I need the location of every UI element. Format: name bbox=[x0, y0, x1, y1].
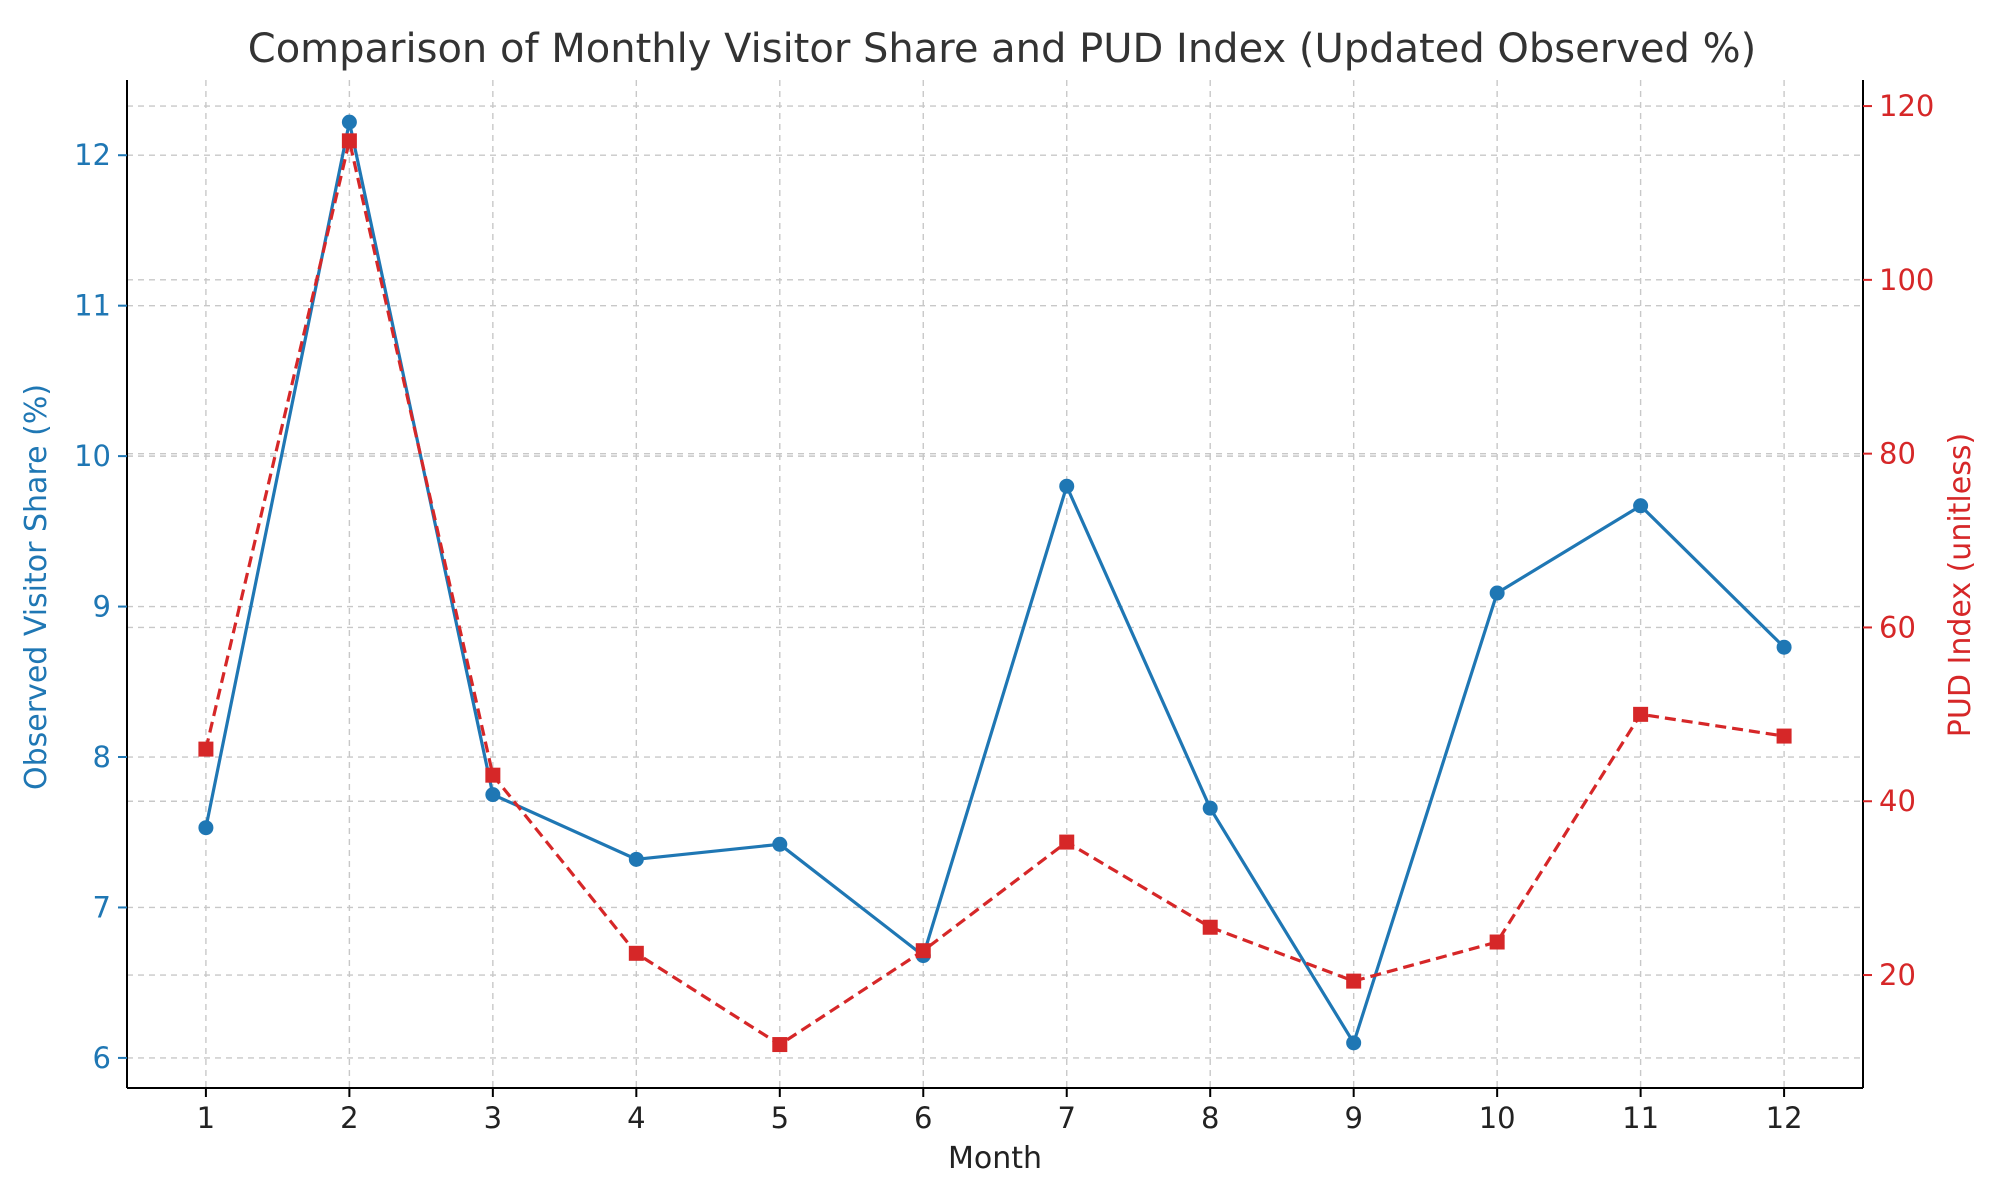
x-tick-label: 2 bbox=[340, 1101, 358, 1135]
series-1-point bbox=[1489, 585, 1505, 601]
series-1-point bbox=[1633, 498, 1649, 514]
series-2-point bbox=[1633, 706, 1649, 722]
y-right-tick-label: 60 bbox=[1879, 610, 1916, 644]
x-axis-label: Month bbox=[948, 1141, 1042, 1176]
x-tick-label: 3 bbox=[484, 1101, 502, 1135]
x-axis-ticks: 1 2 3 4 5 6 7 8 9 10 11 12 bbox=[197, 1088, 1803, 1135]
chart-title: Comparison of Monthly Visitor Share and … bbox=[248, 26, 1756, 72]
y-right-tick-label: 80 bbox=[1879, 437, 1916, 471]
grid-lines bbox=[127, 80, 1863, 1088]
y-left-tick-label: 8 bbox=[93, 740, 111, 774]
series-1-point bbox=[628, 851, 644, 867]
x-tick-label: 9 bbox=[1344, 1101, 1362, 1135]
series-layer bbox=[198, 114, 1792, 1053]
x-tick-label: 12 bbox=[1766, 1101, 1803, 1135]
x-tick-label: 4 bbox=[627, 1101, 645, 1135]
series-2-point bbox=[772, 1037, 788, 1053]
series-line-2 bbox=[204, 139, 1785, 1047]
y-right-tick-label: 120 bbox=[1879, 89, 1934, 123]
y-left-tick-label: 10 bbox=[74, 439, 111, 473]
series-1-point bbox=[1346, 1035, 1362, 1051]
series-2-point bbox=[1202, 919, 1218, 935]
series-2-point bbox=[1059, 834, 1075, 850]
x-tick-label: 11 bbox=[1622, 1101, 1659, 1135]
y-right-axis-label: PUD Index (unitless) bbox=[1943, 433, 1978, 737]
series-1-point bbox=[1776, 639, 1792, 655]
y-left-tick-label: 9 bbox=[93, 590, 111, 624]
y-right-tick-label: 40 bbox=[1879, 784, 1916, 818]
series-1-point bbox=[1202, 800, 1218, 816]
y-right-tick-label: 100 bbox=[1879, 263, 1934, 297]
x-tick-label: 8 bbox=[1201, 1101, 1219, 1135]
y-left-tick-label: 12 bbox=[74, 138, 111, 172]
series-2-point bbox=[1489, 934, 1505, 950]
series-2-point bbox=[1776, 728, 1792, 744]
series-2-point bbox=[341, 133, 357, 149]
series-1-point bbox=[485, 787, 501, 803]
y-right-axis-ticks: 20 40 60 80 100 120 bbox=[1863, 89, 1934, 992]
y-right-tick-label: 20 bbox=[1879, 958, 1916, 992]
series-2-point bbox=[198, 741, 214, 757]
x-tick-label: 6 bbox=[914, 1101, 932, 1135]
series-1-point bbox=[198, 820, 214, 836]
series-1-point bbox=[1059, 478, 1075, 494]
x-tick-label: 10 bbox=[1479, 1101, 1516, 1135]
x-tick-label: 1 bbox=[197, 1101, 215, 1135]
series-2-point bbox=[628, 945, 644, 961]
y-left-axis-ticks: 6 7 8 9 10 11 12 bbox=[74, 138, 127, 1075]
series-2-point bbox=[485, 767, 501, 783]
y-left-axis-label: Observed Visitor Share (%) bbox=[19, 384, 54, 790]
x-tick-label: 5 bbox=[771, 1101, 789, 1135]
series-1-point bbox=[772, 836, 788, 852]
x-tick-label: 7 bbox=[1058, 1101, 1076, 1135]
series-line-1 bbox=[204, 120, 1786, 1045]
series-2-point bbox=[1346, 973, 1362, 989]
axes-spines bbox=[126, 80, 1864, 1089]
y-left-tick-label: 7 bbox=[93, 890, 111, 924]
series-2-point bbox=[915, 943, 931, 959]
y-left-tick-label: 6 bbox=[93, 1041, 111, 1075]
series-1-point bbox=[341, 114, 357, 130]
y-left-tick-label: 11 bbox=[74, 289, 111, 323]
